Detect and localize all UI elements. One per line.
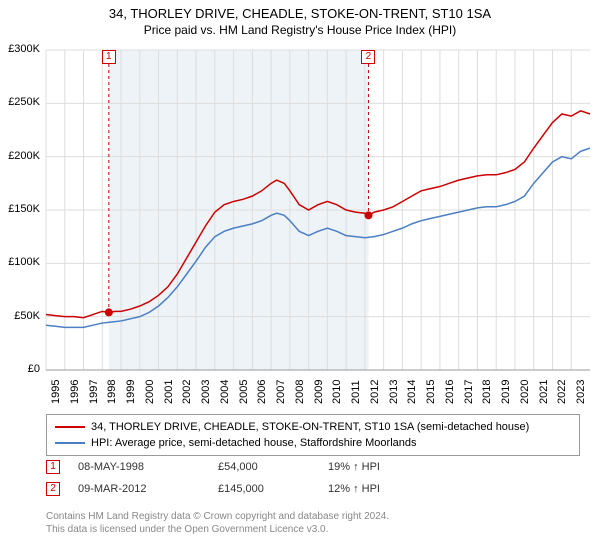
x-tick-label: 2017 <box>463 380 475 404</box>
x-tick-label: 2023 <box>575 380 587 404</box>
footer-line1: Contains HM Land Registry data © Crown c… <box>46 510 389 523</box>
x-tick-label: 2013 <box>388 380 400 404</box>
legend-swatch <box>55 426 85 428</box>
x-tick-label: 2014 <box>406 380 418 404</box>
x-tick-label: 1997 <box>88 380 100 404</box>
x-tick-label: 2000 <box>144 380 156 404</box>
y-tick-label: £300K <box>0 43 40 55</box>
sale-date: 08-MAY-1998 <box>78 461 218 473</box>
x-tick-label: 2015 <box>425 380 437 404</box>
x-tick-label: 2006 <box>256 380 268 404</box>
y-tick-label: £250K <box>0 96 40 108</box>
x-tick-label: 1999 <box>125 380 137 404</box>
sale-marker-1: 1 <box>102 50 116 64</box>
y-tick-label: £0 <box>0 363 40 375</box>
x-tick-label: 2007 <box>275 380 287 404</box>
x-tick-label: 2008 <box>294 380 306 404</box>
x-tick-label: 2010 <box>331 380 343 404</box>
footer: Contains HM Land Registry data © Crown c… <box>46 510 389 536</box>
sale-delta: 19% ↑ HPI <box>328 461 380 473</box>
sale-row-2: 2 09-MAR-2012£145,00012% ↑ HPI <box>46 482 580 496</box>
x-tick-label: 2004 <box>219 380 231 404</box>
x-tick-label: 2019 <box>500 380 512 404</box>
legend: 34, THORLEY DRIVE, CHEADLE, STOKE-ON-TRE… <box>46 414 580 456</box>
sale-price: £145,000 <box>218 483 328 495</box>
y-tick-label: £100K <box>0 256 40 268</box>
x-tick-label: 2012 <box>369 380 381 404</box>
y-tick-label: £50K <box>0 310 40 322</box>
legend-swatch <box>55 442 85 444</box>
footer-line2: This data is licensed under the Open Gov… <box>46 523 389 536</box>
x-tick-label: 2022 <box>556 380 568 404</box>
legend-item: HPI: Average price, semi-detached house,… <box>55 435 571 451</box>
sale-date: 09-MAR-2012 <box>78 483 218 495</box>
x-tick-label: 1998 <box>106 380 118 404</box>
sale-delta: 12% ↑ HPI <box>328 483 380 495</box>
x-tick-label: 2018 <box>481 380 493 404</box>
x-tick-label: 2021 <box>538 380 550 404</box>
y-tick-label: £150K <box>0 203 40 215</box>
legend-item: 34, THORLEY DRIVE, CHEADLE, STOKE-ON-TRE… <box>55 419 571 435</box>
x-tick-label: 2001 <box>163 380 175 404</box>
sale-row-1: 1 08-MAY-1998£54,00019% ↑ HPI <box>46 460 580 474</box>
x-tick-label: 1996 <box>69 380 81 404</box>
legend-label: 34, THORLEY DRIVE, CHEADLE, STOKE-ON-TRE… <box>91 421 529 433</box>
x-tick-label: 2009 <box>313 380 325 404</box>
y-tick-label: £200K <box>0 150 40 162</box>
x-tick-label: 1995 <box>50 380 62 404</box>
sale-row-marker: 1 <box>46 460 60 474</box>
sale-row-marker: 2 <box>46 482 60 496</box>
x-tick-label: 2003 <box>200 380 212 404</box>
legend-label: HPI: Average price, semi-detached house,… <box>91 437 417 449</box>
sale-price: £54,000 <box>218 461 328 473</box>
x-tick-label: 2011 <box>350 380 362 404</box>
x-tick-label: 2016 <box>444 380 456 404</box>
chart-svg <box>0 0 600 560</box>
x-tick-label: 2005 <box>238 380 250 404</box>
sale-marker-2: 2 <box>361 50 375 64</box>
x-tick-label: 2020 <box>519 380 531 404</box>
x-tick-label: 2002 <box>181 380 193 404</box>
